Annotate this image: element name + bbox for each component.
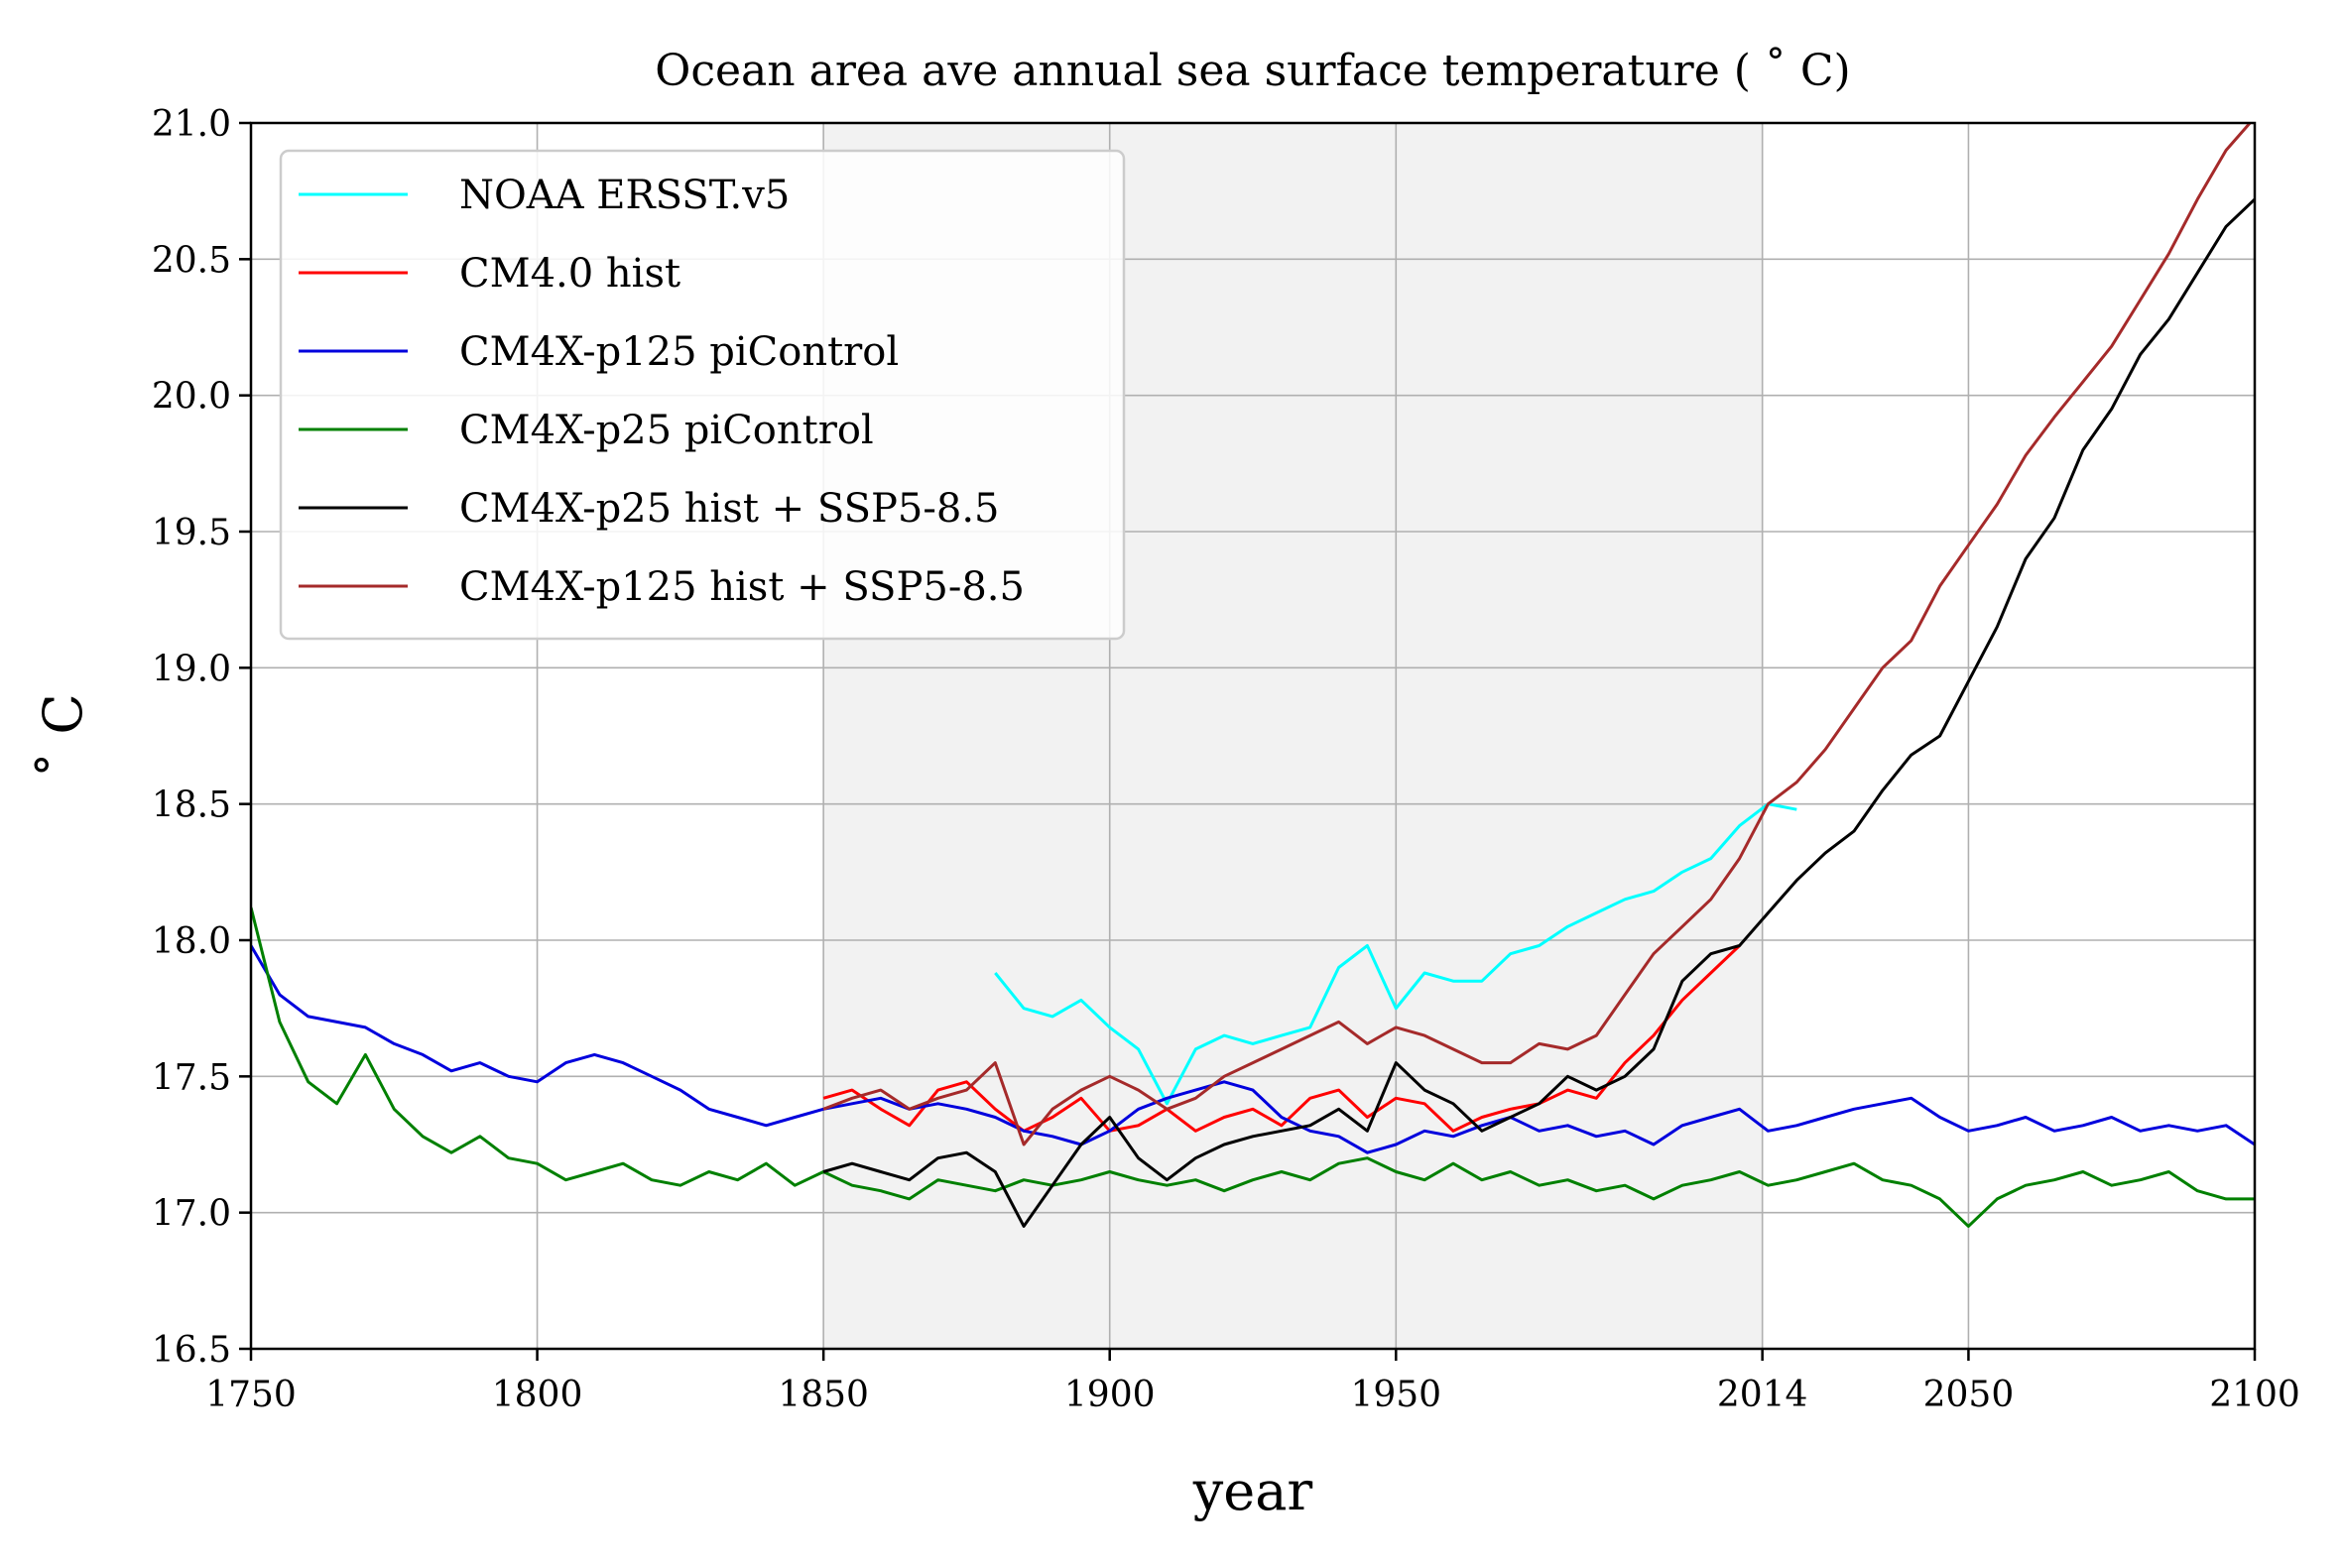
x-tick-label: 2050 (1923, 1375, 2015, 1415)
x-tick-label: 1850 (778, 1375, 869, 1415)
series-line-3 (251, 906, 2255, 1228)
y-tick-label: 16.5 (152, 1330, 231, 1371)
x-tick-label: 2100 (2209, 1375, 2300, 1415)
x-tick-label: 1800 (492, 1375, 583, 1415)
legend: NOAA ERSST.v5 CM4.0 hist CM4X-p125 piContr… (279, 149, 1126, 641)
x-tick-label: 2014 (1717, 1375, 1808, 1415)
x-tick-label: 1900 (1064, 1375, 1156, 1415)
legend-item: CM4X-p125 hist + SSP5-8.5 (299, 564, 1025, 610)
legend-label: CM4.0 hist (459, 251, 680, 297)
series-layer (251, 123, 2255, 1228)
axis-ticks (239, 121, 2257, 1361)
y-tick-label: 19.0 (152, 649, 231, 689)
legend-label: NOAA ERSST.v5 (459, 173, 790, 218)
x-axis-title: year (1192, 1460, 1313, 1522)
legend-label: CM4X-p25 hist + SSP5-8.5 (459, 486, 1000, 532)
y-tick-label: 18.0 (152, 921, 231, 962)
series-line-5 (822, 123, 2253, 1146)
y-axis-title: ˚ C (32, 693, 94, 778)
y-tick-label: 20.0 (152, 377, 231, 418)
legend-box (279, 149, 1126, 641)
series-line-0 (994, 802, 1797, 1106)
series-line-1 (822, 944, 1741, 1133)
x-tick-label: 1950 (1350, 1375, 1441, 1415)
series-line-4 (822, 197, 2255, 1228)
y-tick-label: 17.5 (152, 1057, 231, 1098)
axis-tick-labels: 1750 1800 1850 1900 1950 2014 2050 2100 16.5 17.0… (152, 104, 2300, 1415)
y-tick-label: 18.5 (152, 785, 231, 826)
legend-label: CM4X-p125 piControl (459, 329, 899, 375)
y-tick-label: 20.5 (152, 240, 231, 281)
legend-item: CM4X-p125 piControl (299, 329, 899, 375)
legend-item: CM4X-p25 hist + SSP5-8.5 (299, 486, 1000, 532)
chart-title: Ocean area ave annual sea surface temper… (655, 46, 1850, 96)
y-tick-label: 19.5 (152, 513, 231, 553)
plot-frame (249, 121, 2257, 1351)
legend-item: CM4.0 hist (299, 251, 680, 297)
legend-item: CM4X-p25 piControl (299, 408, 874, 453)
y-tick-label: 17.0 (152, 1194, 231, 1235)
x-tick-label: 1750 (205, 1375, 297, 1415)
legend-label: CM4X-p25 piControl (459, 408, 874, 453)
legend-item: NOAA ERSST.v5 (299, 173, 790, 218)
series-line-2 (251, 944, 2255, 1154)
legend-label: CM4X-p125 hist + SSP5-8.5 (459, 564, 1025, 610)
y-tick-label: 21.0 (152, 104, 231, 145)
